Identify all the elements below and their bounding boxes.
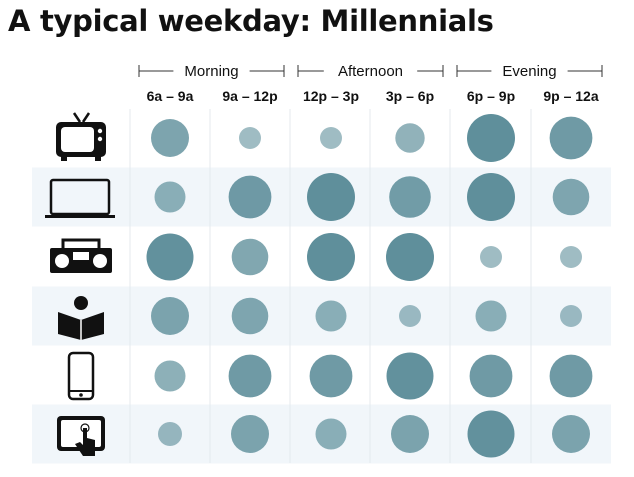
bubble: [228, 354, 272, 398]
bubble: [475, 300, 507, 332]
tv-screen: [61, 127, 94, 152]
group-label-afternoon: Afternoon: [338, 63, 403, 80]
antenna-left: [72, 112, 82, 123]
tv-leg: [95, 157, 101, 161]
tv-knob: [97, 136, 103, 142]
bubble: [560, 246, 582, 268]
row-icons: [45, 112, 115, 456]
page-title: A typical weekday: Millennials: [8, 4, 494, 38]
column-dividers: [129, 109, 532, 463]
laptop-screen: [49, 178, 111, 216]
column-label: 6a – 9a: [147, 88, 194, 104]
bubble: [146, 233, 194, 281]
bubble: [386, 233, 434, 281]
phone-icon: [67, 351, 95, 401]
antenna-right: [81, 112, 91, 123]
bubble: [386, 352, 434, 400]
bubble: [467, 173, 515, 221]
bubble: [552, 178, 590, 216]
bubble: [480, 246, 502, 268]
tv-leg: [61, 157, 67, 161]
bubble: [399, 305, 421, 327]
bubble: [315, 300, 347, 332]
radio-display: [73, 252, 89, 260]
tv-icon: [56, 112, 106, 161]
bubble: [467, 114, 515, 162]
bubble: [315, 418, 347, 450]
bubble: [320, 127, 342, 149]
reader-head: [74, 296, 88, 310]
column-label: 6p – 9p: [467, 88, 515, 104]
bubble: [391, 415, 429, 453]
radio-speaker: [93, 254, 107, 268]
bubble: [469, 354, 513, 398]
bubble: [239, 127, 261, 149]
bubble: [560, 305, 582, 327]
radio-speaker: [55, 254, 69, 268]
bubble: [309, 354, 353, 398]
laptop-icon: [45, 178, 115, 218]
tv-knob: [97, 128, 103, 134]
bubble: [552, 415, 590, 453]
radio-handle: [61, 238, 101, 250]
bubble: [389, 176, 431, 218]
bubble: [231, 297, 269, 335]
bubble: [151, 297, 189, 335]
bubble: [467, 410, 515, 458]
radio-icon: [50, 238, 112, 273]
bubble: [158, 422, 182, 446]
column-label: 9a – 12p: [222, 88, 277, 104]
bubble: [154, 360, 186, 392]
column-label: 3p – 6p: [386, 88, 434, 104]
bubble: [154, 181, 186, 213]
phone-body: [67, 351, 95, 401]
column-header: Morning Afternoon Evening 6a – 9a 9a – 12p 12…: [138, 63, 603, 104]
bubble: [395, 123, 425, 153]
hand-icon: [75, 428, 95, 456]
bubble: [307, 233, 355, 281]
tablet-icon: [57, 416, 105, 456]
bubble: [549, 354, 593, 398]
column-label: 9p – 12a: [543, 88, 598, 104]
laptop-base: [45, 215, 115, 218]
phone-button: [79, 393, 83, 397]
group-label-evening: Evening: [502, 63, 556, 80]
bubbles: [146, 114, 593, 458]
group-label-morning: Morning: [184, 63, 238, 80]
column-label: 12p – 3p: [303, 88, 359, 104]
bubble: [549, 116, 593, 160]
bubble: [231, 415, 269, 453]
bubble: [228, 175, 272, 219]
bubble: [307, 173, 355, 221]
bubble: [151, 119, 189, 157]
bubble: [231, 238, 269, 276]
reader-icon: [58, 296, 104, 340]
